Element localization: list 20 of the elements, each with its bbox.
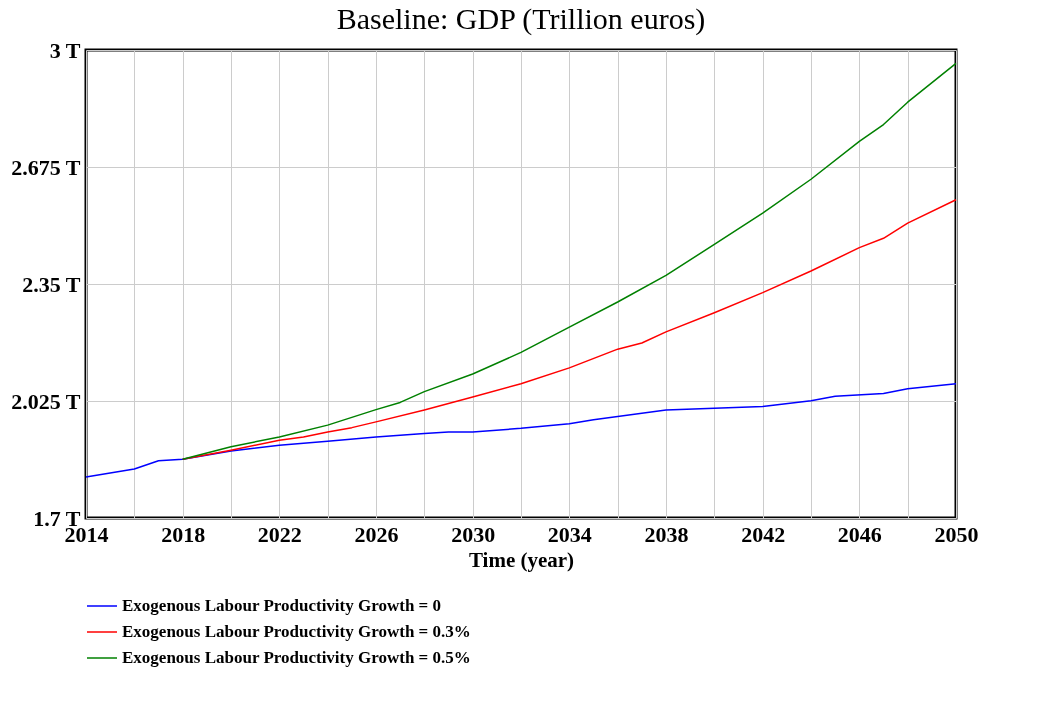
chart-title: Baseline: GDP (Trillion euros) (336, 2, 706, 36)
line-series (85, 382, 957, 478)
y-tick-label: 2.675 T (11, 154, 81, 180)
x-tick-label: 2026 (354, 521, 399, 547)
legend-label: Exogenous Labour Productivity Growth = 0.3% (122, 622, 471, 641)
x-tick-label: 2038 (644, 521, 689, 547)
legend-label: Exogenous Labour Productivity Growth = 0.5% (122, 648, 471, 667)
y-tick-label: 2.35 T (22, 271, 81, 297)
line-series (181, 62, 957, 461)
x-tick-label: 2022 (257, 521, 302, 547)
x-tick-label: 2018 (161, 521, 206, 547)
x-tick-label: 2034 (547, 521, 592, 547)
legend-label: Exogenous Labour Productivity Growth = 0 (122, 596, 442, 615)
x-tick-label: 2030 (451, 521, 496, 547)
y-tick-label: 3 T (49, 37, 81, 63)
x-tick-label: 2046 (837, 521, 882, 547)
x-axis-title: Time (year) (468, 547, 575, 572)
x-tick-label: 2050 (934, 521, 979, 547)
x-tick-label: 2042 (741, 521, 786, 547)
y-tick-label: 2.025 T (11, 388, 81, 414)
